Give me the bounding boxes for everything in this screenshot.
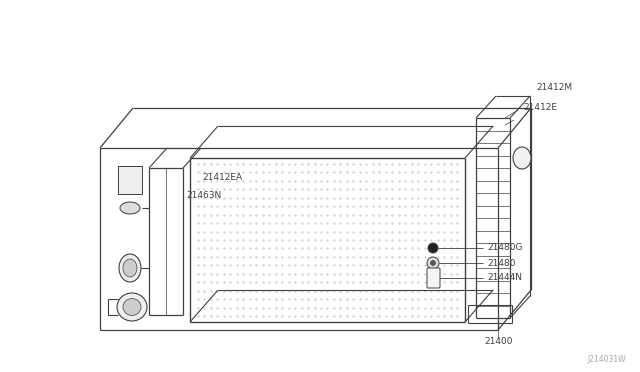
- Text: 21480: 21480: [487, 259, 515, 267]
- Text: 21412EA: 21412EA: [202, 173, 242, 182]
- Ellipse shape: [513, 147, 531, 169]
- Ellipse shape: [123, 259, 137, 277]
- FancyBboxPatch shape: [427, 268, 440, 288]
- Text: J214031W: J214031W: [588, 355, 626, 364]
- Ellipse shape: [119, 254, 141, 282]
- Text: 21444N: 21444N: [487, 273, 522, 282]
- Circle shape: [427, 257, 439, 269]
- Circle shape: [431, 260, 435, 266]
- Text: 21400: 21400: [484, 337, 513, 346]
- Circle shape: [428, 243, 438, 253]
- Text: 21463N: 21463N: [186, 190, 221, 199]
- Ellipse shape: [120, 202, 140, 214]
- Bar: [118, 166, 142, 194]
- Text: 21412M: 21412M: [536, 83, 572, 92]
- Ellipse shape: [123, 298, 141, 315]
- Text: 21480G: 21480G: [487, 244, 522, 253]
- Ellipse shape: [117, 293, 147, 321]
- Text: 21412E: 21412E: [523, 103, 557, 112]
